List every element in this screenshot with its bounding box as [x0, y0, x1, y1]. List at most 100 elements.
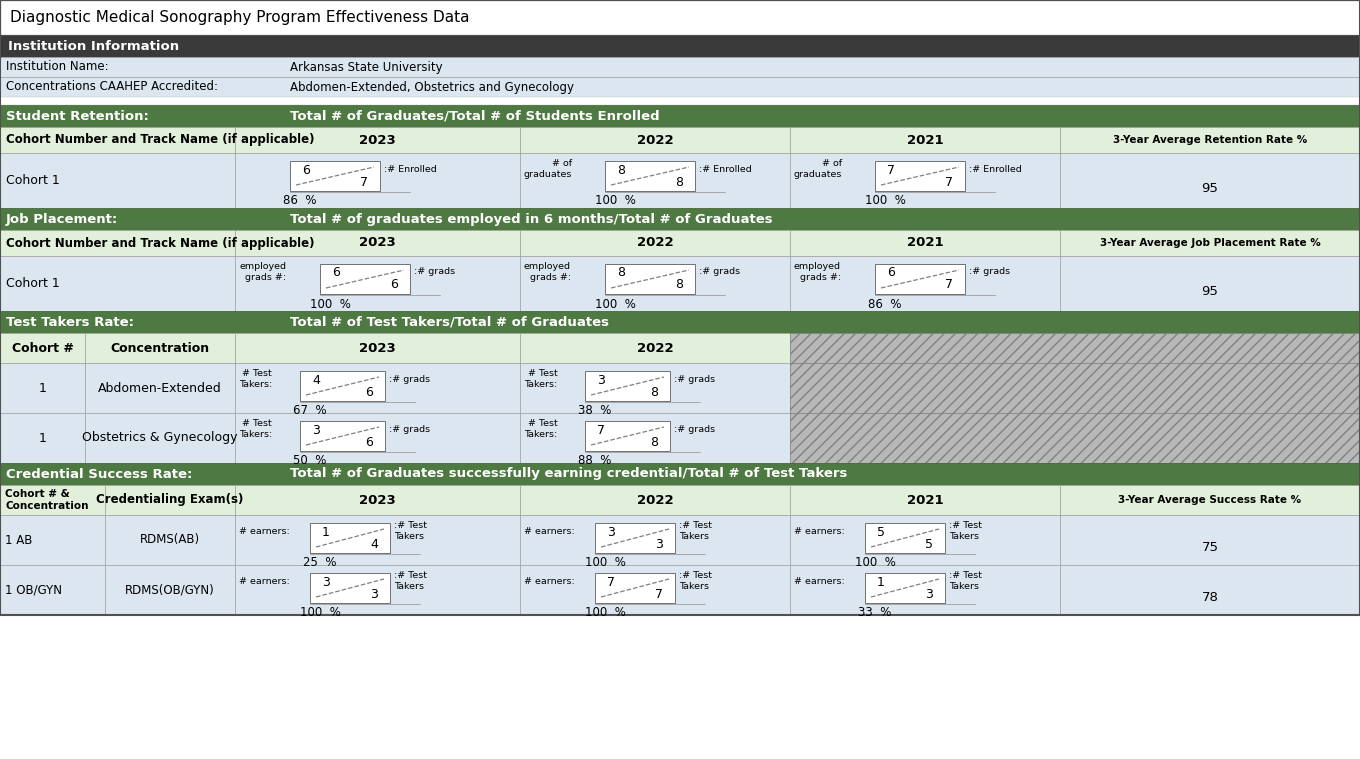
- Text: Arkansas State University: Arkansas State University: [290, 61, 442, 74]
- FancyBboxPatch shape: [0, 333, 84, 363]
- Text: 86  %: 86 %: [868, 298, 902, 310]
- Text: Cohort 1: Cohort 1: [5, 174, 60, 187]
- Text: 78: 78: [1202, 591, 1219, 604]
- Text: 7: 7: [607, 575, 615, 588]
- FancyBboxPatch shape: [310, 523, 390, 553]
- Text: 2023: 2023: [359, 134, 396, 146]
- FancyBboxPatch shape: [520, 565, 790, 615]
- FancyBboxPatch shape: [0, 413, 84, 463]
- Text: Diagnostic Medical Sonography Program Effectiveness Data: Diagnostic Medical Sonography Program Ef…: [10, 10, 469, 25]
- FancyBboxPatch shape: [1059, 515, 1360, 565]
- Text: 8: 8: [617, 266, 626, 279]
- FancyBboxPatch shape: [105, 565, 235, 615]
- FancyBboxPatch shape: [874, 161, 966, 191]
- Text: 8: 8: [650, 436, 658, 449]
- FancyBboxPatch shape: [0, 311, 1360, 333]
- Text: # Test
Takers:: # Test Takers:: [239, 370, 272, 389]
- Text: 6: 6: [887, 266, 895, 279]
- FancyBboxPatch shape: [585, 371, 670, 401]
- FancyBboxPatch shape: [235, 485, 520, 515]
- FancyBboxPatch shape: [520, 230, 790, 256]
- FancyBboxPatch shape: [0, 77, 1360, 97]
- FancyBboxPatch shape: [235, 515, 520, 565]
- Text: :# grads: :# grads: [389, 424, 430, 433]
- FancyBboxPatch shape: [105, 485, 235, 515]
- Text: :# grads: :# grads: [675, 374, 715, 383]
- Text: 2022: 2022: [636, 134, 673, 146]
- FancyBboxPatch shape: [605, 264, 695, 294]
- FancyBboxPatch shape: [790, 363, 1360, 413]
- Text: 3-Year Average Retention Rate %: 3-Year Average Retention Rate %: [1112, 135, 1307, 145]
- Text: :# grads: :# grads: [413, 267, 456, 276]
- Text: 1: 1: [877, 575, 885, 588]
- Text: Cohort 1: Cohort 1: [5, 277, 60, 290]
- FancyBboxPatch shape: [0, 127, 235, 153]
- Text: 2021: 2021: [907, 134, 944, 146]
- FancyBboxPatch shape: [790, 256, 1059, 311]
- FancyBboxPatch shape: [596, 573, 675, 603]
- Text: :# Test
Takers: :# Test Takers: [394, 572, 427, 591]
- Text: Test Takers Rate:: Test Takers Rate:: [5, 316, 135, 329]
- Text: 8: 8: [650, 386, 658, 398]
- FancyBboxPatch shape: [235, 565, 520, 615]
- FancyBboxPatch shape: [790, 515, 1059, 565]
- FancyBboxPatch shape: [235, 256, 520, 311]
- Text: # of
graduates: # of graduates: [524, 159, 573, 178]
- FancyBboxPatch shape: [865, 573, 945, 603]
- Text: 100  %: 100 %: [594, 298, 635, 310]
- Text: 100  %: 100 %: [854, 556, 895, 569]
- Text: 2022: 2022: [636, 342, 673, 354]
- Text: 100  %: 100 %: [594, 194, 635, 207]
- Text: Institution Name:: Institution Name:: [5, 61, 109, 74]
- FancyBboxPatch shape: [520, 413, 790, 463]
- Text: 6: 6: [332, 266, 340, 279]
- Text: 3: 3: [597, 373, 605, 386]
- Text: 3: 3: [607, 525, 615, 538]
- Text: 4: 4: [370, 537, 378, 550]
- Text: 6: 6: [390, 279, 398, 291]
- Text: 1 AB: 1 AB: [5, 534, 33, 546]
- FancyBboxPatch shape: [1059, 485, 1360, 515]
- Text: 2021: 2021: [907, 237, 944, 250]
- Text: Cohort Number and Track Name (if applicable): Cohort Number and Track Name (if applica…: [5, 237, 314, 250]
- Text: 8: 8: [675, 175, 683, 188]
- Text: 1 OB/GYN: 1 OB/GYN: [5, 584, 63, 597]
- FancyBboxPatch shape: [790, 485, 1059, 515]
- Text: Total # of Test Takers/Total # of Graduates: Total # of Test Takers/Total # of Gradua…: [290, 316, 609, 329]
- Text: :# Enrolled: :# Enrolled: [384, 165, 437, 174]
- FancyBboxPatch shape: [520, 256, 790, 311]
- Text: RDMS(OB/GYN): RDMS(OB/GYN): [125, 584, 215, 597]
- Text: Institution Information: Institution Information: [8, 39, 180, 52]
- Text: 6: 6: [364, 436, 373, 449]
- Text: 6: 6: [364, 386, 373, 398]
- FancyBboxPatch shape: [235, 127, 520, 153]
- FancyBboxPatch shape: [0, 515, 105, 565]
- Text: :# Test
Takers: :# Test Takers: [679, 521, 713, 540]
- Text: 7: 7: [597, 424, 605, 436]
- Text: Obstetrics & Gynecology: Obstetrics & Gynecology: [82, 432, 238, 445]
- Text: RDMS(AB): RDMS(AB): [140, 534, 200, 546]
- FancyBboxPatch shape: [520, 127, 790, 153]
- FancyBboxPatch shape: [84, 413, 235, 463]
- FancyBboxPatch shape: [605, 161, 695, 191]
- FancyBboxPatch shape: [790, 565, 1059, 615]
- FancyBboxPatch shape: [235, 153, 520, 208]
- Text: 1: 1: [38, 382, 46, 395]
- Text: 1: 1: [322, 525, 330, 538]
- Text: 2022: 2022: [636, 237, 673, 250]
- Text: # earners:: # earners:: [794, 577, 845, 585]
- Text: 7: 7: [360, 175, 369, 188]
- Text: 8: 8: [617, 163, 626, 177]
- FancyBboxPatch shape: [1059, 256, 1360, 311]
- Text: 7: 7: [945, 279, 953, 291]
- Text: 1: 1: [38, 432, 46, 445]
- Text: 33  %: 33 %: [858, 606, 892, 619]
- Text: 7: 7: [887, 163, 895, 177]
- Text: Credentialing Exam(s): Credentialing Exam(s): [97, 493, 243, 506]
- FancyBboxPatch shape: [865, 523, 945, 553]
- Text: Abdomen-Extended: Abdomen-Extended: [98, 382, 222, 395]
- Text: :# Enrolled: :# Enrolled: [968, 165, 1021, 174]
- Text: 2023: 2023: [359, 237, 396, 250]
- FancyBboxPatch shape: [596, 523, 675, 553]
- FancyBboxPatch shape: [585, 421, 670, 451]
